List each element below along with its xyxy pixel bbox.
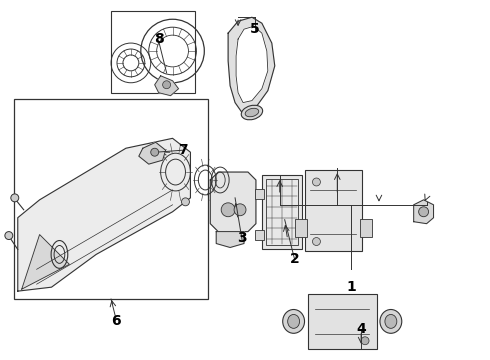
Polygon shape: [18, 138, 191, 291]
Circle shape: [5, 231, 13, 239]
Bar: [308, 294, 377, 349]
Circle shape: [361, 337, 369, 345]
Bar: [14, 99, 208, 299]
Text: 6: 6: [111, 314, 121, 328]
Ellipse shape: [380, 310, 402, 333]
Ellipse shape: [245, 108, 259, 117]
Polygon shape: [155, 76, 178, 96]
Text: 3: 3: [237, 230, 247, 244]
Ellipse shape: [385, 314, 397, 328]
Circle shape: [313, 178, 320, 186]
Ellipse shape: [283, 310, 305, 333]
Bar: [305, 170, 362, 251]
Text: 2: 2: [290, 252, 299, 266]
Polygon shape: [216, 231, 244, 247]
Bar: [266, 179, 297, 246]
Text: 7: 7: [178, 143, 187, 157]
Circle shape: [151, 148, 159, 156]
Text: 8: 8: [154, 32, 164, 46]
Polygon shape: [228, 17, 275, 113]
Polygon shape: [414, 200, 434, 224]
Circle shape: [163, 81, 171, 89]
Circle shape: [234, 204, 246, 216]
Ellipse shape: [288, 314, 299, 328]
Circle shape: [181, 198, 190, 206]
Circle shape: [221, 203, 235, 217]
Text: 4: 4: [356, 322, 366, 336]
Polygon shape: [210, 172, 256, 231]
Polygon shape: [236, 26, 268, 103]
Text: 1: 1: [346, 280, 356, 294]
Text: 5: 5: [250, 22, 260, 36]
Bar: [262, 175, 301, 249]
Bar: [360, 219, 372, 237]
Polygon shape: [139, 142, 166, 164]
Bar: [111, 11, 196, 93]
Polygon shape: [22, 235, 70, 289]
Ellipse shape: [241, 105, 263, 120]
Bar: [255, 230, 264, 239]
Circle shape: [11, 194, 19, 202]
Bar: [255, 189, 264, 199]
Circle shape: [313, 238, 320, 246]
Bar: [294, 219, 307, 237]
Circle shape: [418, 207, 429, 217]
